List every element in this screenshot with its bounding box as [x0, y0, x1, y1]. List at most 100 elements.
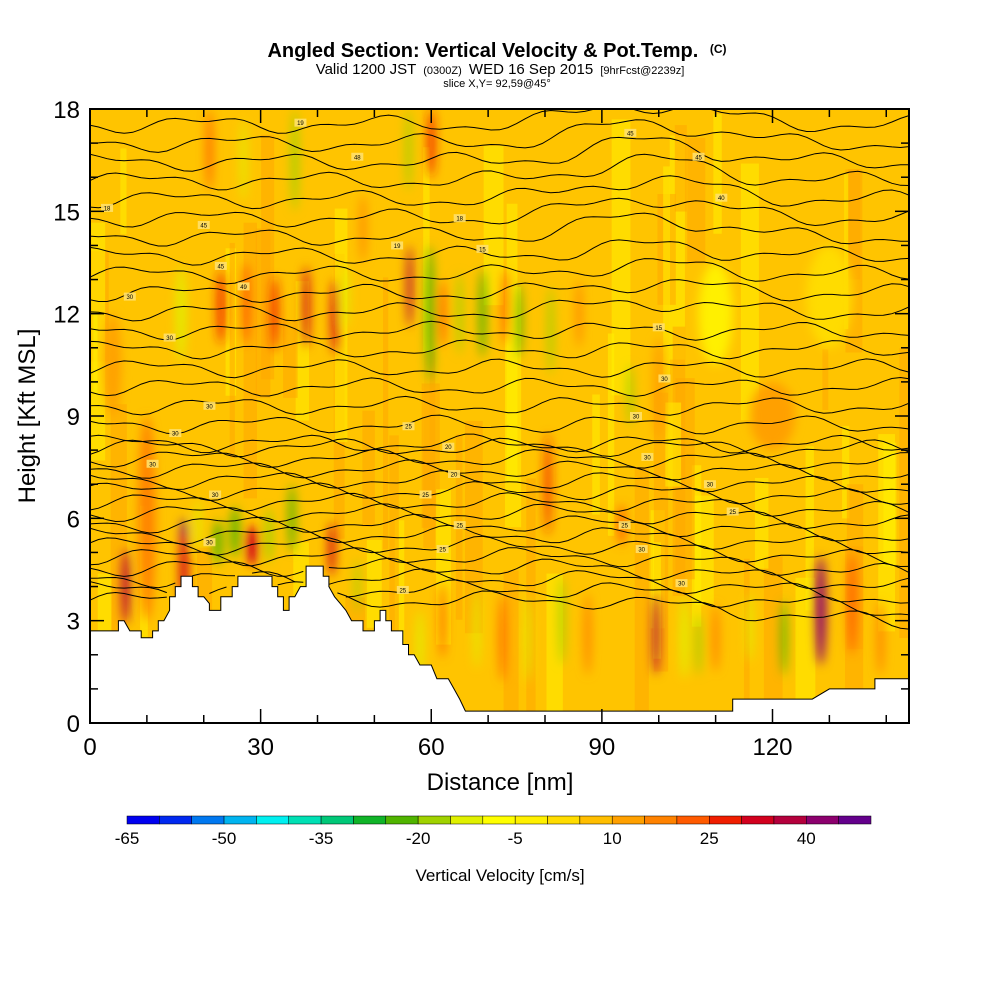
- slice-info: slice X,Y= 92,59@45°: [443, 78, 551, 90]
- theta-contour-line: [90, 492, 909, 517]
- velocity-cell: [121, 549, 130, 625]
- colorbar-swatch: [288, 815, 322, 825]
- velocity-cell: [242, 262, 251, 345]
- velocity-cell: [877, 600, 884, 676]
- theta-contours: [90, 109, 909, 630]
- theta-contour-line: [90, 557, 909, 589]
- chart-title: Angled Section: Vertical Velocity & Pot.…: [267, 40, 698, 62]
- contour-label-box: [618, 521, 631, 530]
- contour-label: 30: [661, 377, 668, 383]
- contour-label-box: [453, 214, 466, 223]
- theta-contour-line: [90, 437, 909, 458]
- velocity-cell: [291, 109, 299, 212]
- texture-streak: [740, 163, 759, 421]
- x-tick-labels: 0 30 60 90 120: [83, 734, 792, 761]
- theta-contour-line: [90, 197, 909, 228]
- svg-text:Angled Section: Vertical Veloc: Angled Section: Vertical Velocity & Pot.…: [267, 40, 726, 62]
- texture-streak: [842, 425, 850, 519]
- y-tick-label: 12: [53, 302, 80, 329]
- texture-streak: [795, 577, 816, 723]
- velocity-cell: [516, 282, 523, 359]
- theta-contour-line: [90, 175, 909, 210]
- colorbar-swatch: [514, 815, 548, 825]
- contour-label: 30: [206, 541, 213, 547]
- contour-label-box: [123, 292, 136, 301]
- contour-label-box: [641, 452, 654, 461]
- contour-label-box: [448, 469, 460, 478]
- colorbar-swatch: [579, 815, 613, 825]
- contour-label-box: [163, 333, 176, 342]
- velocity-cell: [426, 245, 435, 382]
- colorbar-swatch: [676, 815, 710, 825]
- contour-label-box: [203, 538, 216, 547]
- contour-label: 30: [126, 295, 133, 301]
- velocity-cell: [652, 593, 660, 676]
- contour-label-box: [675, 579, 688, 588]
- theta-contour-line: [90, 513, 909, 542]
- texture-streak: [483, 145, 504, 306]
- colorbar-swatch: [611, 815, 645, 825]
- velocity-cell: [240, 119, 247, 202]
- colorbar-swatch: [644, 815, 678, 825]
- contour-label-box: [419, 490, 432, 499]
- colorbar-swatch: [741, 815, 775, 825]
- colorbar-tick-label: 10: [603, 829, 622, 848]
- colorbar-swatch: [223, 815, 257, 825]
- chart-title-units: (C): [710, 42, 727, 56]
- texture-streak: [436, 489, 451, 645]
- contour-label-box: [214, 261, 227, 270]
- theta-contour-line: [90, 320, 909, 341]
- colorbar-swatch: [256, 815, 289, 825]
- contour-label-box: [658, 374, 671, 383]
- terrain: [90, 565, 909, 723]
- contour-label: 25: [456, 524, 463, 530]
- velocity-cell: [806, 245, 853, 348]
- y-tick-label: 9: [67, 404, 80, 431]
- contour-label-box: [624, 128, 637, 137]
- contour-label-box: [726, 507, 739, 516]
- colorbar-swatch: [353, 815, 387, 825]
- velocity-cell: [473, 586, 480, 669]
- contour-label: 30: [638, 548, 645, 554]
- texture-streak: [822, 349, 829, 411]
- contour-label: 25: [621, 524, 628, 530]
- velocity-cell: [545, 433, 551, 536]
- texture-streak: [694, 495, 714, 606]
- contour-label: 30: [212, 493, 219, 499]
- velocity-cell: [405, 109, 412, 191]
- colorbar-tick-labels: -65 -50 -35 -20 -5 10 25 40: [115, 829, 816, 848]
- plot-area: 18 30 30 45 45 49 19 48 19 18 15 45 45 40 15 30 30 30 30 30…: [90, 109, 909, 723]
- velocity-cell: [749, 381, 796, 451]
- colorbar-label: Vertical Velocity [cm/s]: [415, 866, 584, 885]
- contour-label: 19: [297, 121, 304, 127]
- velocity-cell: [360, 194, 366, 263]
- texture-streak: [93, 312, 98, 395]
- colorbar-tick-label: -50: [212, 829, 237, 848]
- contour-label-box: [652, 323, 665, 332]
- contour-label-box: [197, 220, 210, 229]
- contour-label-box: [203, 401, 216, 410]
- velocity-cell: [456, 272, 463, 355]
- theta-contour-line: [90, 535, 909, 568]
- colorbar-swatch: [806, 815, 839, 825]
- theta-contour-line: [90, 414, 909, 435]
- contour-label: 40: [718, 196, 725, 202]
- texture-streak: [229, 242, 235, 459]
- velocity-cell: [499, 593, 506, 683]
- colorbar-swatch: [838, 815, 872, 825]
- contour-label: 30: [678, 582, 685, 588]
- x-tick-label: 0: [83, 734, 96, 761]
- contour-label: 30: [166, 336, 173, 342]
- theta-contour-line: [90, 448, 909, 470]
- contour-label: 20: [451, 472, 458, 478]
- texture-streak: [366, 539, 382, 628]
- theta-contour-line: [90, 212, 909, 247]
- velocity-cell: [439, 279, 446, 348]
- texture-streak: [362, 410, 375, 527]
- theta-contour-line: [90, 459, 909, 482]
- texture-streak: [611, 119, 631, 396]
- texture-streak: [899, 348, 909, 638]
- theta-contour-line: [90, 119, 909, 153]
- contour-label: 18: [104, 206, 111, 212]
